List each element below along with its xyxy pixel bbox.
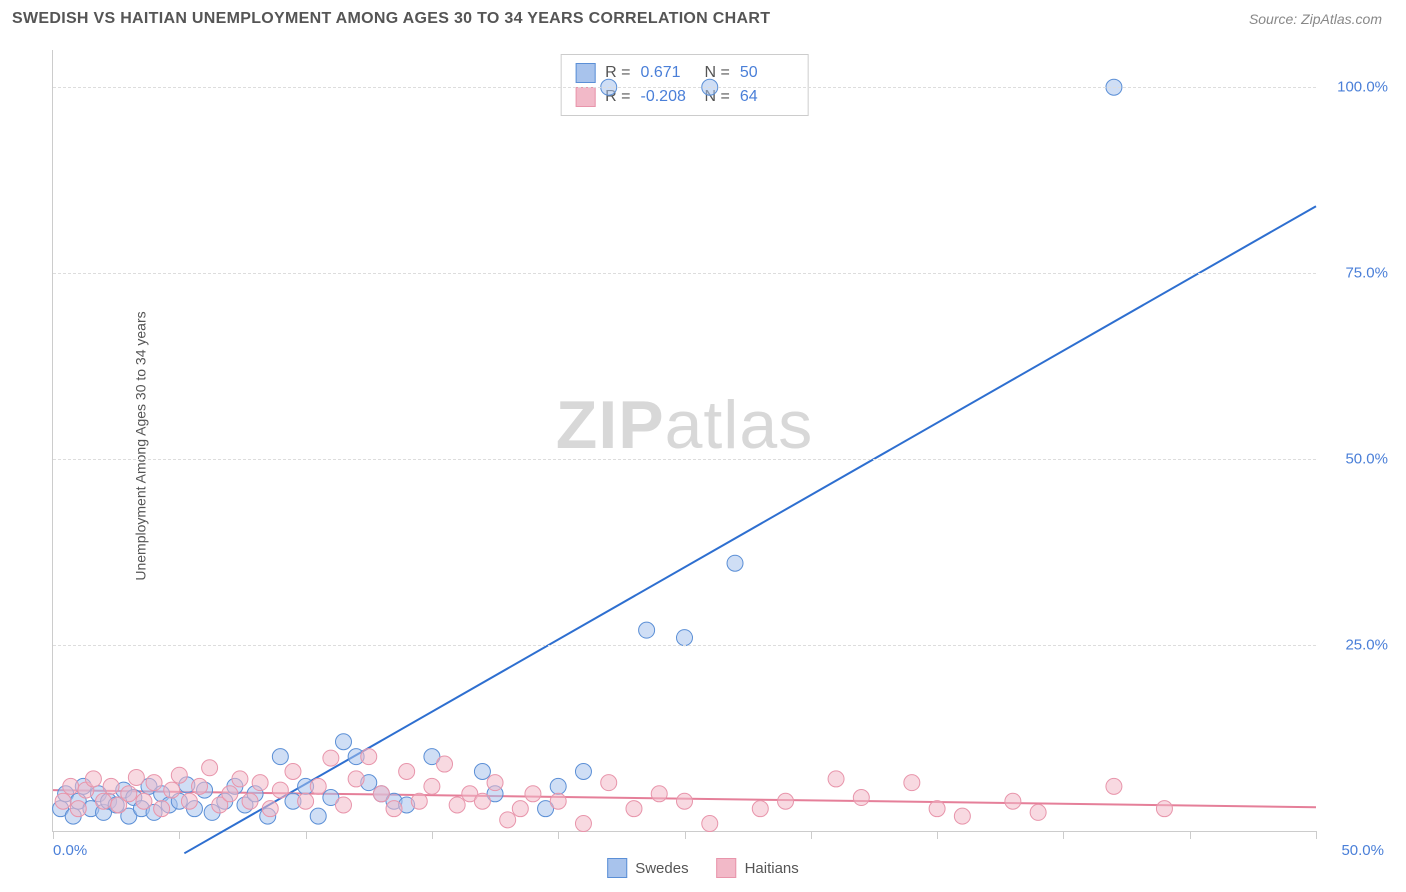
y-tick-label: 50.0% (1345, 451, 1388, 468)
gridline (53, 87, 1316, 88)
gridline (53, 645, 1316, 646)
x-tick (685, 831, 686, 839)
bottom-legend: Swedes Haitians (607, 858, 799, 878)
x-tick (558, 831, 559, 839)
x-tick (811, 831, 812, 839)
y-tick-label: 25.0% (1345, 637, 1388, 654)
x-axis-max-label: 50.0% (1341, 842, 1384, 859)
scatter-plot-svg (53, 50, 1316, 831)
x-tick (306, 831, 307, 839)
x-axis-min-label: 0.0% (53, 842, 87, 859)
chart-title: SWEDISH VS HAITIAN UNEMPLOYMENT AMONG AG… (12, 10, 770, 28)
gridline (53, 459, 1316, 460)
source-attribution: Source: ZipAtlas.com (1249, 11, 1382, 27)
x-tick (179, 831, 180, 839)
legend-item-swedes: Swedes (607, 858, 688, 878)
x-tick (1316, 831, 1317, 839)
legend-label-swedes: Swedes (635, 860, 688, 877)
chart-plot-area: ZIPatlas R = 0.671 N = 50 R = -0.208 N =… (52, 50, 1316, 832)
gridline (53, 273, 1316, 274)
legend-swatch-swedes (607, 858, 627, 878)
legend-label-haitians: Haitians (745, 860, 799, 877)
x-tick (53, 831, 54, 839)
legend-swatch-haitians (717, 858, 737, 878)
y-tick-label: 75.0% (1345, 265, 1388, 282)
x-tick (432, 831, 433, 839)
x-tick (1063, 831, 1064, 839)
legend-item-haitians: Haitians (717, 858, 799, 878)
x-tick (1190, 831, 1191, 839)
y-tick-label: 100.0% (1337, 79, 1388, 96)
x-tick (937, 831, 938, 839)
